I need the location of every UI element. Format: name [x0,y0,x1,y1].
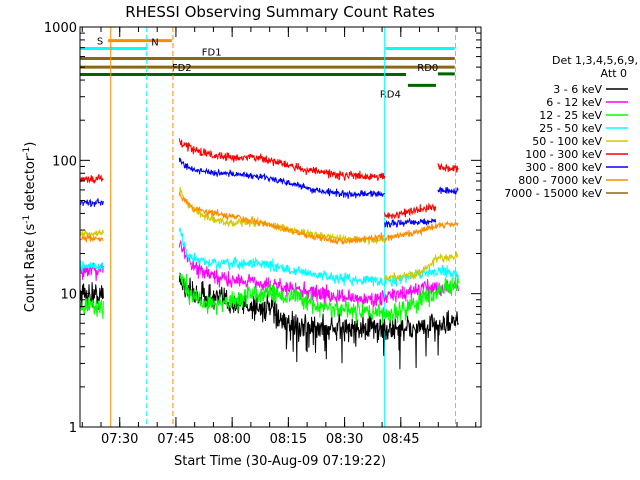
series-line-12-25 [79,297,104,320]
series-line-300-800 [437,186,459,195]
y-axis: 1 10 100 1000 [44,21,481,436]
series-line-100-300 [384,202,437,220]
flag-label-rd0: RD0 [417,63,438,74]
series-line-100-300 [437,162,459,173]
legend-label: 12 - 25 keV [539,109,602,122]
series-line-300-800 [79,198,104,208]
series-line-12-25 [178,272,459,324]
flag-markers [110,27,457,427]
y-tick-label: 1 [69,421,77,436]
plot-frame [79,26,482,428]
legend-label: 800 - 7000 keV [518,174,602,187]
series-line-3-6 [79,282,104,310]
series-line-800-7000 [384,220,459,244]
chart-title: RHESSI Observing Summary Count Rates [125,3,435,21]
series-line-800-7000 [178,192,385,246]
series-line-800-7000 [79,234,104,243]
flag-label-n: N [151,37,158,48]
flag-label-fd1: FD1 [202,48,222,59]
series-group [79,138,459,370]
y-tick-label: 10 [60,288,77,303]
series-line-100-300 [178,138,386,181]
series-line-300-800 [384,217,437,229]
series-line-50-100 [384,251,459,282]
flag-label-s: S [97,37,103,48]
x-tick-label: 08:30 [326,432,363,447]
series-line-100-300 [79,173,104,185]
legend-header-detectors: Det 1,3,4,5,6,9, [552,54,638,67]
series-line-300-800 [178,157,385,199]
series-line-50-100 [79,228,104,238]
x-tick-label: 08:45 [382,432,419,447]
legend-label: 100 - 300 keV [525,148,602,161]
legend-label: 25 - 50 keV [539,122,602,135]
x-axis-label: Start Time (30-Aug-09 07:19:22) [174,454,386,469]
x-tick-label: 07:45 [157,432,194,447]
x-axis: 07:30 07:45 08:00 08:15 08:30 08:45 [81,27,477,447]
legend-header-attenuator: Att 0 [601,67,627,80]
y-tick-label: 1000 [44,21,77,36]
x-tick-label: 08:00 [213,432,250,447]
legend-label: 300 - 800 keV [525,161,602,174]
y-tick-label: 100 [52,154,77,169]
flag-label-rd4: RD4 [380,89,401,100]
flag-label-fd2: FD2 [172,63,192,74]
x-tick-label: 08:15 [270,432,307,447]
x-tick-label: 07:30 [101,432,138,447]
legend-label: 3 - 6 keV [553,83,602,96]
legend-label: 6 - 12 keV [546,96,602,109]
observing-flags: S N FD1 FD2 RD0 RD4 [80,37,455,100]
legend-label: 50 - 100 keV [532,135,602,148]
legend-label: 7000 - 15000 keV [504,187,602,200]
series-line-25-50 [79,260,104,273]
y-axis-label: Count Rate (s-1 detector-1) [22,142,38,313]
